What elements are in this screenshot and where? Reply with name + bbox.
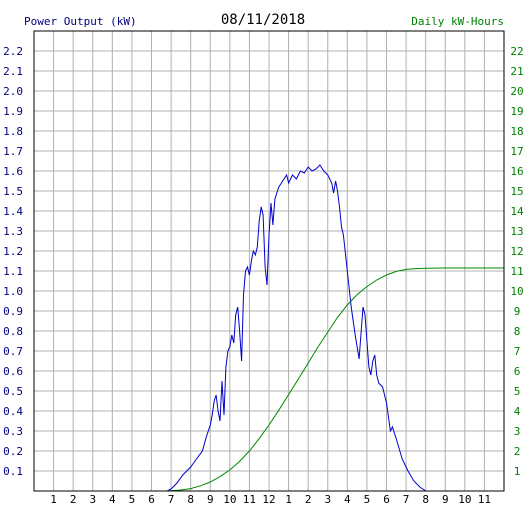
x-tick-label: 9 xyxy=(442,493,449,506)
daily-kwh-line xyxy=(167,267,504,492)
right-tick-label: 2 xyxy=(514,445,521,458)
right-tick-label: 4 xyxy=(514,405,521,418)
x-tick-label: 9 xyxy=(207,493,214,506)
right-tick-label: 7 xyxy=(514,345,521,358)
right-tick-label: 14 xyxy=(510,205,524,218)
left-tick-label: 0.6 xyxy=(3,365,23,378)
right-tick-label: 1 xyxy=(514,465,521,478)
right-tick-label: 6 xyxy=(514,365,521,378)
left-axis-title: Power Output (kW) xyxy=(24,15,137,28)
x-tick-label: 11 xyxy=(478,493,491,506)
left-tick-label: 0.4 xyxy=(3,405,23,418)
x-tick-label: 10 xyxy=(458,493,471,506)
right-tick-label: 21 xyxy=(510,65,523,78)
left-tick-label: 0.8 xyxy=(3,325,23,338)
left-tick-label: 1.8 xyxy=(3,125,23,138)
left-tick-label: 1.1 xyxy=(3,265,23,278)
right-tick-label: 20 xyxy=(510,85,523,98)
x-tick-label: 12 xyxy=(262,493,275,506)
left-tick-label: 1.2 xyxy=(3,245,23,258)
right-tick-label: 5 xyxy=(514,385,521,398)
left-tick-label: 0.7 xyxy=(3,345,23,358)
chart-date: 08/11/2018 xyxy=(221,12,305,28)
x-tick-label: 10 xyxy=(223,493,236,506)
right-tick-label: 17 xyxy=(510,145,523,158)
x-tick-label: 2 xyxy=(305,493,312,506)
plot-frame xyxy=(33,30,505,492)
x-tick-label: 11 xyxy=(243,493,256,506)
left-tick-label: 0.3 xyxy=(3,425,23,438)
x-axis-ticks: 1 2 3 4 5 6 7 8 9 10 11 12 1 2 3 4 5 6 7 8 9 10 11 xyxy=(50,493,491,506)
left-tick-label: 1.9 xyxy=(3,105,23,118)
left-tick-label: 2.1 xyxy=(3,65,23,78)
left-tick-label: 2.2 xyxy=(3,45,23,58)
x-tick-label: 7 xyxy=(403,493,410,506)
x-tick-label: 3 xyxy=(89,493,96,506)
x-tick-label: 7 xyxy=(168,493,175,506)
right-tick-label: 8 xyxy=(514,325,521,338)
x-tick-label: 1 xyxy=(285,493,292,506)
x-tick-label: 4 xyxy=(109,493,116,506)
right-tick-label: 12 xyxy=(510,245,523,258)
grid-lines xyxy=(34,31,504,491)
power-output-line xyxy=(166,164,426,492)
left-tick-label: 1.3 xyxy=(3,225,23,238)
right-tick-label: 11 xyxy=(510,265,523,278)
left-tick-label: 0.2 xyxy=(3,445,23,458)
left-tick-label: 1.4 xyxy=(3,205,23,218)
right-axis-title: Daily kW-Hours xyxy=(411,15,504,28)
x-tick-label: 3 xyxy=(324,493,331,506)
left-tick-label: 0.9 xyxy=(3,305,23,318)
right-tick-label: 3 xyxy=(514,425,521,438)
x-tick-label: 8 xyxy=(422,493,429,506)
right-tick-label: 10 xyxy=(510,285,523,298)
x-tick-label: 1 xyxy=(50,493,57,506)
right-tick-label: 15 xyxy=(510,185,523,198)
right-tick-label: 9 xyxy=(514,305,521,318)
right-tick-label: 19 xyxy=(510,105,523,118)
x-tick-label: 6 xyxy=(148,493,155,506)
left-tick-label: 1.5 xyxy=(3,185,23,198)
right-tick-label: 18 xyxy=(510,125,523,138)
x-tick-label: 5 xyxy=(129,493,136,506)
x-tick-label: 8 xyxy=(187,493,194,506)
right-tick-label: 13 xyxy=(510,225,523,238)
right-tick-label: 22 xyxy=(510,45,523,58)
left-tick-label: 1.0 xyxy=(3,285,23,298)
left-tick-label: 1.7 xyxy=(3,145,23,158)
left-tick-label: 1.6 xyxy=(3,165,23,178)
x-tick-label: 5 xyxy=(364,493,371,506)
right-tick-label: 16 xyxy=(510,165,523,178)
left-tick-label: 0.1 xyxy=(3,465,23,478)
left-tick-label: 2.0 xyxy=(3,85,23,98)
x-tick-label: 4 xyxy=(344,493,351,506)
x-tick-label: 2 xyxy=(70,493,77,506)
x-tick-label: 6 xyxy=(383,493,390,506)
left-axis-ticks: 0.1 0.2 0.3 0.4 0.5 0.6 0.7 0.8 0.9 1.0 1.1 1.2 1.3 1… xyxy=(3,45,23,478)
series-lines xyxy=(166,164,504,492)
left-tick-label: 0.5 xyxy=(3,385,23,398)
